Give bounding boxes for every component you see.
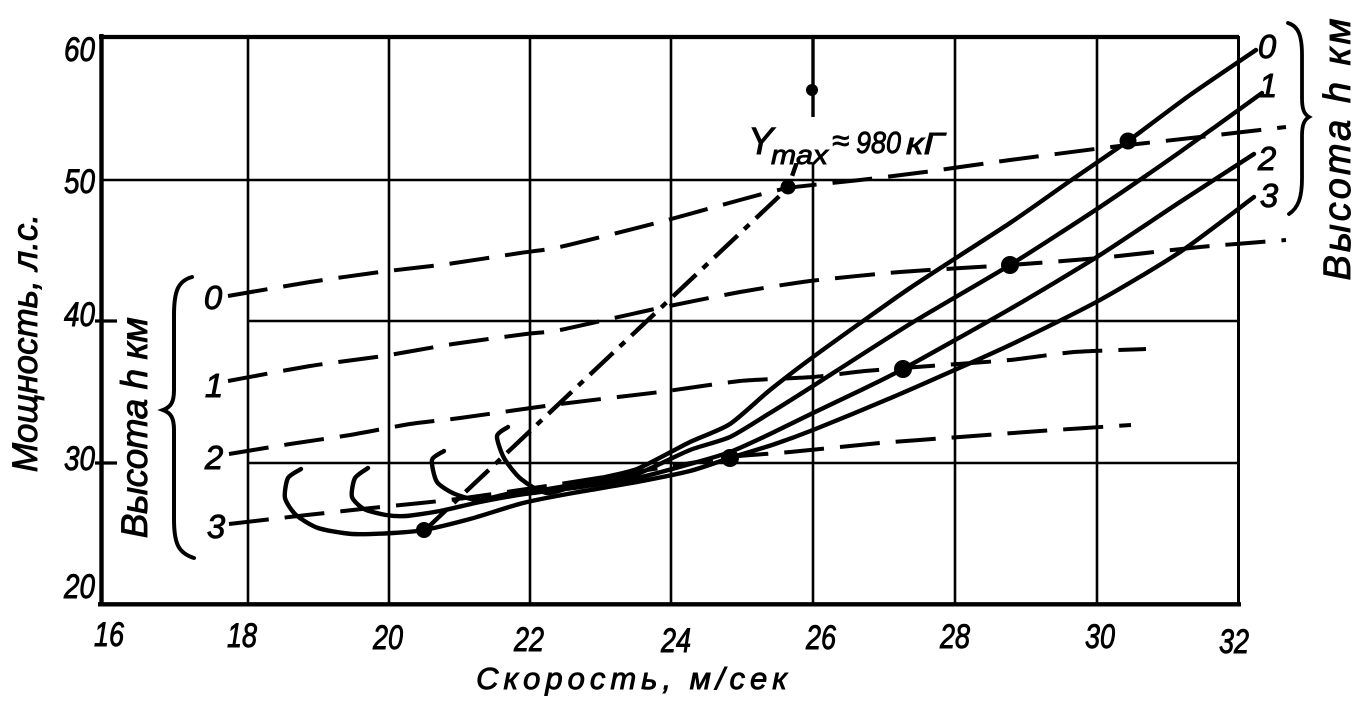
svg-text:1: 1 — [1259, 67, 1277, 104]
svg-text:1: 1 — [205, 367, 223, 404]
svg-text:20: 20 — [63, 568, 95, 606]
svg-text:16: 16 — [94, 616, 124, 654]
svg-text:Скорость, м/сек: Скорость, м/сек — [476, 661, 792, 696]
svg-text:32: 32 — [1219, 623, 1249, 661]
svg-text:кГ: кГ — [906, 126, 947, 161]
svg-text:2: 2 — [1257, 140, 1276, 177]
svg-text:Мощность, л.с.: Мощность, л.с. — [6, 214, 45, 472]
svg-text:22: 22 — [513, 621, 544, 659]
svg-text:30: 30 — [1085, 618, 1115, 656]
svg-text:max: max — [771, 140, 830, 170]
svg-text:40: 40 — [64, 296, 95, 334]
svg-text:26: 26 — [805, 619, 836, 657]
svg-text:0: 0 — [1258, 28, 1277, 65]
svg-text:60: 60 — [64, 31, 95, 69]
svg-text:28: 28 — [939, 618, 970, 656]
svg-text:24: 24 — [660, 622, 691, 660]
svg-text:50: 50 — [64, 163, 95, 201]
svg-text:0: 0 — [204, 279, 223, 316]
svg-text:3: 3 — [1260, 177, 1279, 214]
svg-text:3: 3 — [207, 508, 226, 545]
svg-text:30: 30 — [64, 440, 95, 478]
svg-text:18: 18 — [227, 617, 257, 655]
svg-text:≈: ≈ — [832, 123, 849, 158]
svg-text:Y: Y — [748, 121, 776, 163]
svg-text:Высота h км: Высота h км — [1317, 15, 1359, 280]
svg-text:980: 980 — [856, 125, 901, 160]
svg-text:Высота h км: Высота h км — [114, 318, 155, 539]
svg-text:2: 2 — [204, 439, 223, 476]
svg-text:20: 20 — [372, 619, 403, 657]
